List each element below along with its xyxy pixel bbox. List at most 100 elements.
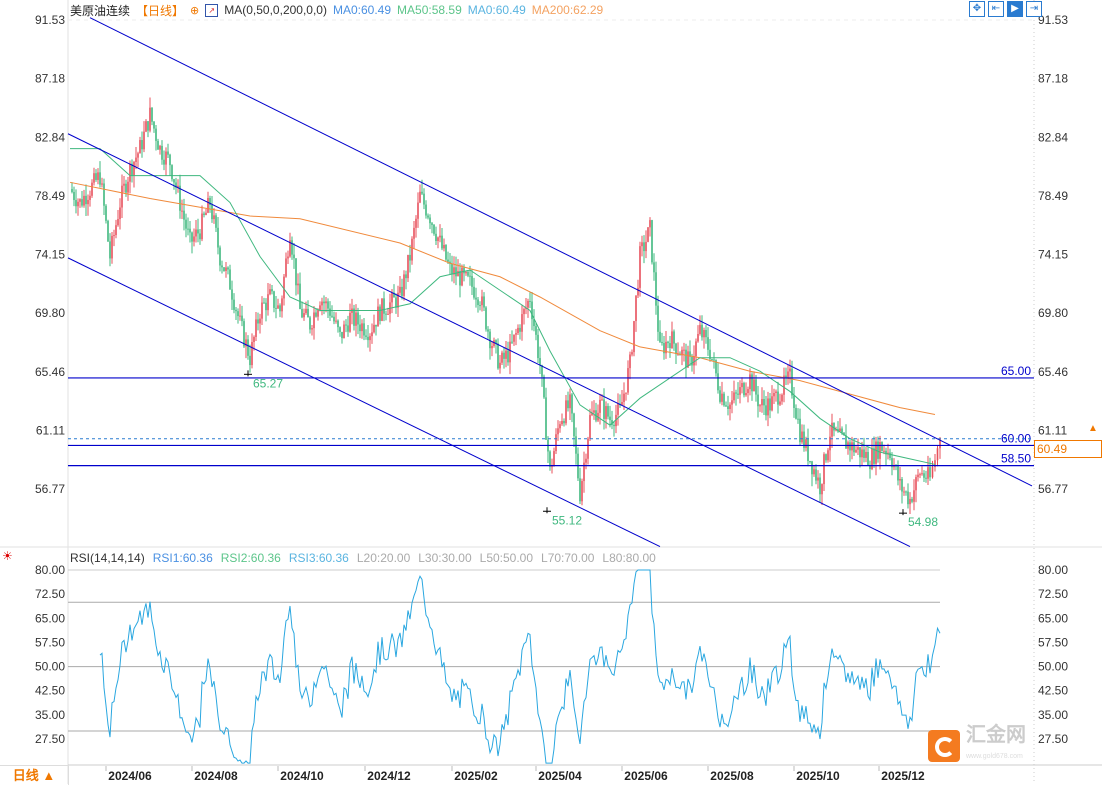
candle-up xyxy=(437,237,439,241)
alert-icon[interactable]: ▲ xyxy=(1088,423,1098,434)
y-tick-label-right: 56.77 xyxy=(1038,482,1068,496)
x-tick-label: 2025/10 xyxy=(796,769,840,783)
candle-down xyxy=(85,195,87,205)
candle-up xyxy=(893,465,895,468)
candle-up xyxy=(523,309,525,315)
candle-up xyxy=(823,454,825,485)
candle-down xyxy=(701,324,703,338)
candle-up xyxy=(453,267,455,275)
candle-down xyxy=(163,159,165,165)
candle-up xyxy=(165,151,167,165)
candle-up xyxy=(781,394,783,402)
candle-down xyxy=(103,183,105,206)
rsi-y-tick-label-right: 65.00 xyxy=(1038,611,1068,625)
period-button[interactable]: 日线 ▲ xyxy=(0,765,69,785)
y-tick-label-left: 78.49 xyxy=(35,189,65,203)
candle-up xyxy=(321,301,323,306)
settings-icon[interactable]: ☀ xyxy=(2,549,13,563)
candle-up xyxy=(443,244,445,249)
candle-up xyxy=(201,213,203,240)
indicator-name[interactable]: MA(0,50,0,200,0,0) xyxy=(224,3,327,17)
candle-down xyxy=(107,220,109,242)
candle-up xyxy=(775,391,777,393)
candle-down xyxy=(709,349,711,359)
scroll-end-icon[interactable]: ⇥ xyxy=(1026,1,1042,17)
candle-up xyxy=(133,161,135,176)
ma50-line xyxy=(70,148,936,465)
candle-down xyxy=(395,297,397,308)
zoom-axis-icon[interactable]: ⇤ xyxy=(988,1,1004,17)
candle-down xyxy=(545,397,547,440)
candle-up xyxy=(129,163,131,182)
y-tick-label-left: 91.53 xyxy=(35,13,65,27)
main-legend: 美原油连续 【日线】 ⊕ ↗ MA(0,50,0,200,0,0) MA0:60… xyxy=(70,2,603,18)
rsi2-value: RSI2:60.36 xyxy=(220,551,281,565)
candle-down xyxy=(543,376,545,398)
candle-up xyxy=(671,331,673,349)
candle-down xyxy=(441,235,443,249)
candle-up xyxy=(111,235,113,259)
rsi-y-tick-label-right: 50.00 xyxy=(1038,660,1068,674)
candle-up xyxy=(861,449,863,458)
candle-up xyxy=(857,447,859,450)
candle-down xyxy=(667,341,669,344)
rsi-name[interactable]: RSI(14,14,14) xyxy=(70,551,145,565)
candle-down xyxy=(833,422,835,431)
rsi-y-tick-label-right: 72.50 xyxy=(1038,587,1068,601)
candle-up xyxy=(195,229,197,237)
candle-up xyxy=(829,436,831,451)
candle-up xyxy=(135,157,137,162)
candle-up xyxy=(391,292,393,303)
candle-down xyxy=(689,351,691,357)
channel-trend-line[interactable] xyxy=(89,17,1033,487)
move-icon[interactable]: ✥ xyxy=(969,1,985,17)
crosshair-icon[interactable]: ⊕ xyxy=(190,4,200,17)
candle-up xyxy=(783,375,785,395)
candle-up xyxy=(649,220,651,228)
candle-up xyxy=(117,219,119,226)
candle-down xyxy=(189,228,191,233)
y-tick-label-right: 91.53 xyxy=(1038,13,1068,27)
candle-down xyxy=(535,326,537,335)
candle-up xyxy=(565,400,567,424)
channel-trend-line[interactable] xyxy=(67,257,661,548)
candle-up xyxy=(745,393,747,396)
candle-up xyxy=(513,334,515,342)
candle-down xyxy=(563,420,565,424)
candle-up xyxy=(481,296,483,306)
candle-up xyxy=(553,451,555,467)
candle-down xyxy=(685,349,687,368)
candle-up xyxy=(879,442,881,459)
x-tick-label: 2025/06 xyxy=(624,769,668,783)
candle-up xyxy=(605,406,607,419)
candle-up xyxy=(387,313,389,315)
y-tick-label-right: 69.80 xyxy=(1038,306,1068,320)
channel-trend-line[interactable] xyxy=(67,133,911,548)
candle-down xyxy=(511,341,513,343)
candle-down xyxy=(705,330,707,338)
candle-down xyxy=(807,439,809,462)
candle-up xyxy=(733,392,735,401)
candle-down xyxy=(867,451,869,466)
candle-up xyxy=(729,404,731,410)
candle-up xyxy=(559,424,561,429)
candle-up xyxy=(621,402,623,406)
candle-down xyxy=(471,276,473,287)
candle-down xyxy=(719,390,721,402)
logo-text: 汇金网 www.gold678.com xyxy=(966,724,1026,760)
candle-down xyxy=(327,301,329,309)
candle-down xyxy=(339,327,341,332)
y-tick-label-left: 61.11 xyxy=(36,423,65,437)
candle-up xyxy=(693,356,695,366)
play-icon[interactable]: ▶ xyxy=(1007,1,1023,17)
candle-up xyxy=(79,199,81,202)
candle-down xyxy=(263,302,265,304)
candle-down xyxy=(73,191,75,200)
indicator-icon[interactable]: ↗ xyxy=(205,3,219,17)
candle-down xyxy=(655,272,657,306)
candle-up xyxy=(631,352,633,355)
candle-up xyxy=(159,145,161,150)
candle-down xyxy=(433,224,435,234)
candle-down xyxy=(657,305,659,332)
